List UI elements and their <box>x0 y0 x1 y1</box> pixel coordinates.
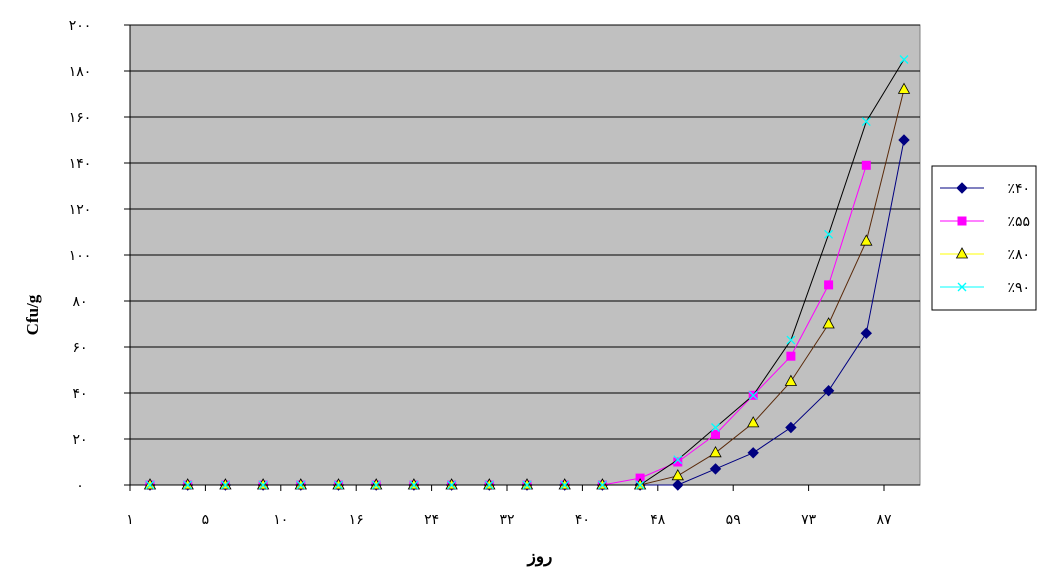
legend-label: ٪۴۰ <box>1007 181 1030 197</box>
legend-marker <box>955 247 969 259</box>
legend-marker <box>956 182 968 194</box>
data-point <box>860 327 873 339</box>
legend-label: ٪۹۰ <box>1007 280 1030 296</box>
x-axis-ticks: ۱ ۵ ۱۰ ۱۶ ۲۴ ۳۲ ۴۰ ۴۸ ۵۹ ۷۳ ۸۷ <box>126 485 892 528</box>
x-tick-label: ۲۴ <box>424 512 439 528</box>
data-point <box>786 335 796 345</box>
x-tick-label: ۵ <box>202 512 210 528</box>
data-point <box>824 229 834 239</box>
data-point <box>219 478 232 490</box>
y-tick-label: ۲۰۰ <box>69 18 92 34</box>
data-point <box>181 478 194 490</box>
x-tick-label: ۱۰ <box>273 512 288 528</box>
x-axis-title: روز <box>526 547 553 567</box>
x-tick-label: ۱ <box>126 512 134 528</box>
data-point <box>672 479 684 491</box>
gridlines <box>130 24 920 440</box>
data-point <box>145 480 155 490</box>
data-point <box>409 480 419 490</box>
data-point <box>898 134 910 146</box>
y-tick-label: ۲۰ <box>72 432 87 448</box>
legend-box <box>931 165 1037 311</box>
data-point <box>220 480 230 490</box>
legend-marker <box>957 216 967 226</box>
y-tick-label: ۱۶۰ <box>69 110 92 126</box>
y-tick-label: ۱۴۰ <box>69 156 92 172</box>
data-point <box>597 480 607 490</box>
data-point <box>711 429 720 439</box>
data-point <box>447 480 457 490</box>
data-point <box>671 468 684 481</box>
data-point <box>860 234 873 246</box>
data-point <box>183 480 193 490</box>
data-point <box>332 478 345 490</box>
data-point <box>143 478 157 490</box>
data-point <box>709 445 722 458</box>
legend-item: ٪۸۰ <box>940 247 1030 263</box>
data-point <box>334 480 343 490</box>
data-point <box>785 421 797 434</box>
x-tick-label: ۸۷ <box>876 512 892 528</box>
series-4 <box>145 55 909 490</box>
data-point <box>296 480 306 490</box>
y-tick-label: ۶۰ <box>72 340 87 356</box>
data-point <box>520 478 534 490</box>
legend-marker <box>957 282 967 292</box>
data-point <box>371 480 381 490</box>
data-point <box>897 82 911 94</box>
y-tick-label: ۱۲۰ <box>69 202 92 218</box>
x-tick-label: ۴۸ <box>650 512 666 528</box>
data-point <box>256 478 270 490</box>
y-axis-ticks: ۰ ۲۰ ۴۰ ۶۰ ۸۰ ۱۰۰ ۱۲۰ ۱۴۰ ۱۶۰ ۱۸۰ ۲۰۰ <box>69 18 130 494</box>
legend-label: ٪۵۵ <box>1007 214 1030 230</box>
data-point <box>407 478 421 490</box>
data-point <box>822 317 835 329</box>
series-group <box>143 55 911 491</box>
y-tick-label: ۴۰ <box>72 386 87 402</box>
data-point <box>633 478 647 490</box>
data-point <box>596 478 609 490</box>
data-point <box>861 117 871 127</box>
data-point <box>370 478 383 490</box>
x-tick-label: ۳۲ <box>499 512 514 528</box>
x-tick-label: ۷۳ <box>801 512 817 528</box>
legend-item: ٪۹۰ <box>940 280 1030 296</box>
data-point <box>558 478 571 490</box>
y-tick-label: ۱۸۰ <box>69 64 92 80</box>
data-point <box>822 384 835 397</box>
legend-label: ٪۸۰ <box>1007 247 1030 263</box>
x-tick-label: ۴۰ <box>575 512 590 528</box>
y-tick-label: ۰ <box>76 478 84 494</box>
data-point <box>258 480 268 490</box>
data-point <box>673 455 683 465</box>
data-point <box>824 280 834 290</box>
data-point <box>748 390 758 400</box>
data-point <box>294 478 307 490</box>
data-point <box>899 55 909 64</box>
data-point <box>445 478 458 490</box>
data-point <box>522 480 532 490</box>
data-point <box>635 480 645 490</box>
y-tick-label: ۸۰ <box>72 294 87 310</box>
data-point <box>747 416 760 428</box>
y-tick-label: ۱۰۰ <box>69 248 92 264</box>
data-point <box>709 463 722 475</box>
x-tick-label: ۱۶ <box>349 512 364 528</box>
data-point <box>861 160 871 170</box>
data-point <box>784 374 798 386</box>
data-point <box>747 447 759 459</box>
data-point <box>484 480 494 490</box>
data-point <box>711 423 720 432</box>
legend: ٪۴۰ ٪۵۵ ٪۸۰ ٪۹۰ <box>931 165 1037 311</box>
data-point <box>786 351 796 361</box>
legend-item: ٪۴۰ <box>940 181 1030 197</box>
y-axis-title: Cfu/g <box>23 294 42 335</box>
data-point <box>483 478 496 490</box>
x-tick-label: ۵۹ <box>726 512 741 528</box>
data-point <box>560 480 570 490</box>
legend-item: ٪۵۵ <box>940 214 1030 230</box>
